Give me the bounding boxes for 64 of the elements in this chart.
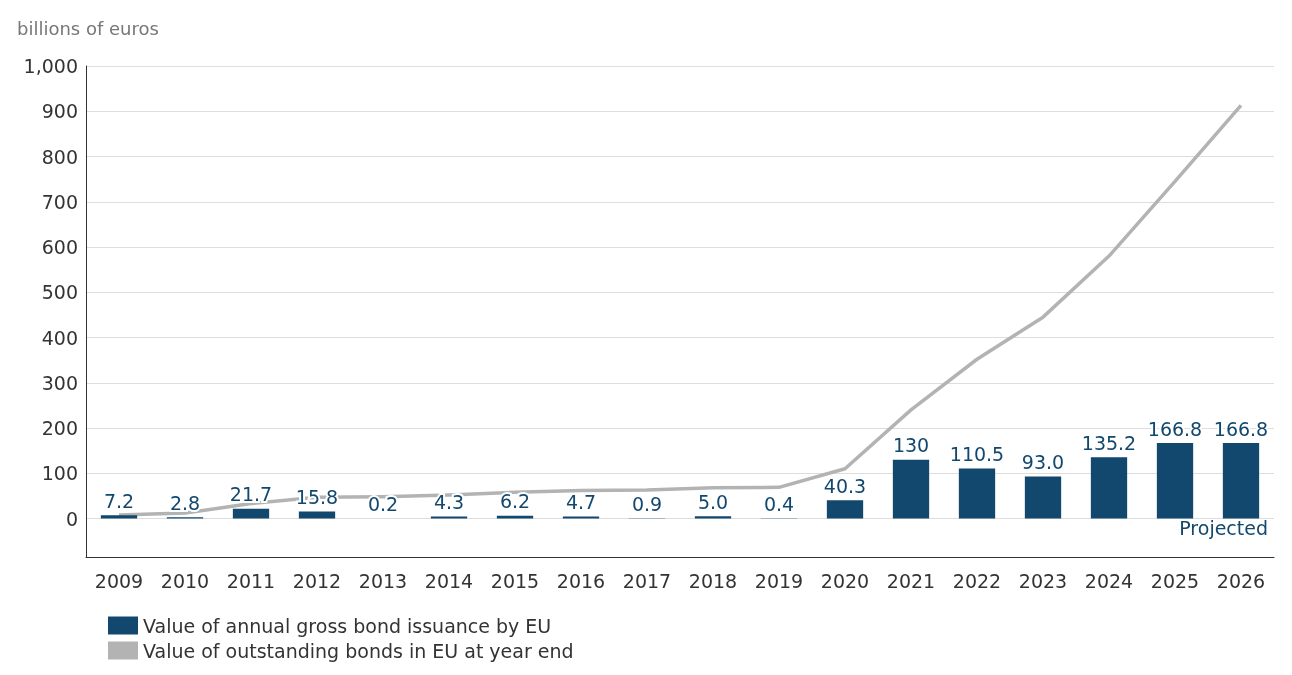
x-tick-label: 2012 [292, 569, 342, 592]
y-tick-label: 500 [41, 281, 78, 304]
bar [1222, 443, 1260, 519]
x-tick-label: 2014 [424, 569, 474, 592]
x-tick-label: 2016 [556, 569, 606, 592]
x-tick-label: 2013 [358, 569, 408, 592]
x-tick-label: 2010 [160, 569, 210, 592]
y-tick-label: 600 [41, 236, 78, 259]
x-tick-label: 2015 [490, 569, 540, 592]
bar [892, 459, 930, 519]
bar [1156, 443, 1194, 519]
x-tick-label: 2017 [622, 569, 672, 592]
bar [958, 468, 996, 519]
data-label: 130 [892, 434, 930, 457]
data-label: 15.8 [295, 485, 339, 508]
y-axis-title: billions of euros [17, 17, 159, 39]
y-tick-label: 900 [41, 100, 78, 123]
y-tick-label: 800 [41, 145, 78, 168]
bar [100, 515, 138, 519]
data-label: 135.2 [1081, 431, 1137, 454]
x-tick-label: 2021 [886, 569, 936, 592]
bar [232, 508, 270, 519]
y-tick-label: 700 [41, 190, 78, 213]
x-tick-label: 2018 [688, 569, 738, 592]
data-label: 6.2 [499, 490, 531, 513]
x-tick-label: 2023 [1018, 569, 1068, 592]
y-tick-label: 1,000 [23, 55, 78, 77]
y-tick-label: 300 [41, 371, 78, 394]
x-tick-label: 2020 [820, 569, 870, 592]
x-tick-label: 2026 [1216, 569, 1266, 592]
x-tick-label: 2019 [754, 569, 804, 592]
data-label: 166.8 [1147, 417, 1203, 440]
data-label: 110.5 [949, 443, 1005, 466]
data-label: 0.9 [631, 492, 663, 515]
x-tick-label: 2009 [94, 569, 144, 592]
data-label: 166.8 [1213, 417, 1269, 440]
data-label: 5.0 [697, 490, 729, 513]
data-label: 4.3 [433, 491, 465, 514]
data-label: 93.0 [1021, 450, 1065, 473]
x-tick-label: 2011 [226, 569, 276, 592]
legend-label: Value of outstanding bonds in EU at year end [143, 639, 574, 662]
data-label: 21.7 [229, 483, 273, 506]
bar [1090, 457, 1128, 519]
data-label: 4.7 [565, 490, 597, 513]
data-label: 2.8 [169, 491, 201, 514]
y-tick-label: 100 [41, 462, 78, 485]
y-tick-label: 200 [41, 417, 78, 440]
data-label: 40.3 [823, 474, 867, 497]
bar [298, 511, 336, 519]
y-tick-label: 400 [41, 326, 78, 349]
legend-label: Value of annual gross bond issuance by EU [143, 614, 552, 637]
annotation: Projected [1179, 516, 1269, 539]
x-tick-label: 2025 [1150, 569, 1200, 592]
x-tick-label: 2024 [1084, 569, 1134, 592]
bar [562, 516, 600, 519]
bar [496, 515, 534, 519]
data-label: 0.2 [367, 492, 399, 515]
data-label: 0.4 [763, 492, 795, 515]
bar [1024, 476, 1062, 519]
bar [694, 516, 732, 519]
data-label: 7.2 [103, 489, 135, 512]
x-tick-label: 2022 [952, 569, 1002, 592]
bar [826, 500, 864, 519]
y-tick-label: 0 [65, 507, 78, 530]
